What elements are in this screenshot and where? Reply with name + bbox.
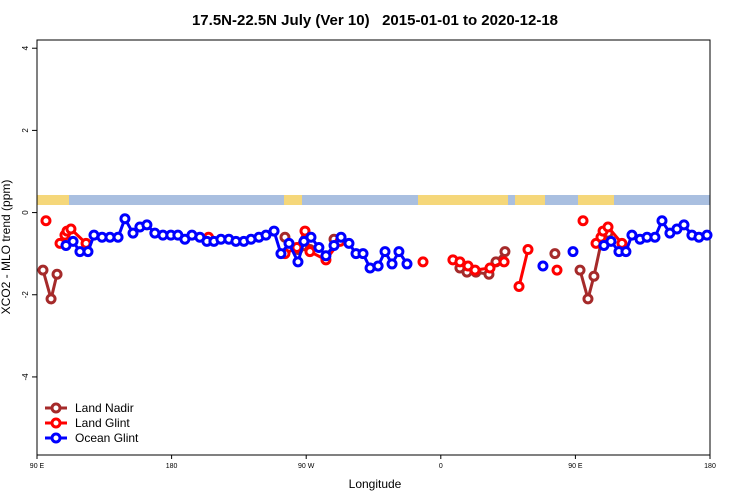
data-point: [522, 244, 534, 256]
legend-swatch: [50, 432, 62, 444]
y-tick-label: -2: [21, 291, 30, 299]
chart-title: 17.5N-22.5N July (Ver 10) 2015-01-01 to …: [192, 12, 558, 29]
data-point: [537, 260, 549, 272]
data-point: [549, 248, 561, 260]
y-tick-label: 2: [21, 128, 30, 133]
data-point: [484, 262, 496, 274]
y-tick-label: 0: [21, 210, 30, 215]
y-tick-label: -4: [21, 373, 30, 381]
land-strip: [284, 195, 302, 205]
data-point: [372, 260, 384, 272]
data-point: [701, 229, 713, 241]
x-tick-label: 180: [166, 463, 178, 470]
data-point: [67, 235, 79, 247]
legend-label: Land Glint: [75, 416, 130, 430]
data-point: [469, 264, 481, 276]
data-point: [283, 237, 295, 249]
land-strip: [578, 195, 614, 205]
data-point: [454, 256, 466, 268]
data-point: [37, 264, 49, 276]
data-point: [577, 215, 589, 227]
data-point: [626, 229, 638, 241]
data-point: [141, 219, 153, 231]
data-point: [320, 250, 332, 262]
data-point: [313, 242, 325, 253]
data-point: [417, 256, 429, 268]
data-point: [393, 246, 405, 258]
data-point: [343, 237, 355, 249]
data-point: [335, 231, 347, 243]
x-tick-label: 90 E: [568, 463, 583, 470]
land-strip: [515, 195, 545, 205]
data-point: [605, 235, 617, 247]
data-point: [292, 256, 304, 268]
x-tick-label: 90 E: [30, 463, 45, 470]
legend-label: Ocean Glint: [75, 431, 139, 445]
data-point: [304, 246, 316, 258]
data-point: [678, 219, 690, 231]
data-point: [649, 231, 661, 243]
map-strip: [37, 195, 710, 205]
data-point: [620, 246, 632, 258]
data-point: [260, 229, 272, 241]
data-point: [127, 227, 139, 239]
data-point: [551, 264, 563, 276]
y-tick-label: 4: [21, 45, 30, 50]
ocean-strip: [37, 195, 710, 205]
plot-frame: [36, 39, 711, 456]
land-strip: [37, 195, 69, 205]
data-point: [602, 221, 614, 233]
data-point: [305, 231, 317, 243]
x-axis-label: Longitude: [349, 477, 402, 491]
data-point: [357, 248, 369, 260]
land-strip: [418, 195, 508, 205]
legend-swatch: [50, 402, 62, 414]
data-point: [379, 246, 391, 258]
x-tick-label: 0: [439, 463, 443, 470]
x-tick-label: 180: [704, 463, 716, 470]
data-point: [328, 239, 340, 251]
legend-label: Land Nadir: [75, 401, 134, 415]
data-point: [45, 293, 57, 305]
data-point: [498, 256, 510, 268]
data-point: [82, 246, 94, 258]
data-point: [268, 225, 280, 237]
data-point: [513, 281, 525, 293]
data-point: [112, 231, 124, 243]
data-point: [40, 215, 52, 227]
data-point: [499, 246, 511, 258]
data-point: [275, 248, 287, 260]
data-point: [588, 270, 600, 282]
data-point: [567, 246, 579, 258]
legend-swatch: [50, 417, 62, 429]
data-point: [401, 258, 413, 270]
data-point: [582, 293, 594, 305]
data-point: [65, 223, 77, 235]
x-tick-label: 90 W: [298, 463, 315, 470]
data-point: [656, 215, 668, 227]
data-point: [574, 264, 586, 276]
y-axis-label: XCO2 - MLO trend (ppm): [0, 180, 13, 315]
data-point: [386, 258, 398, 270]
data-point: [51, 268, 63, 280]
data-point: [119, 213, 131, 225]
data-point: [299, 225, 311, 237]
